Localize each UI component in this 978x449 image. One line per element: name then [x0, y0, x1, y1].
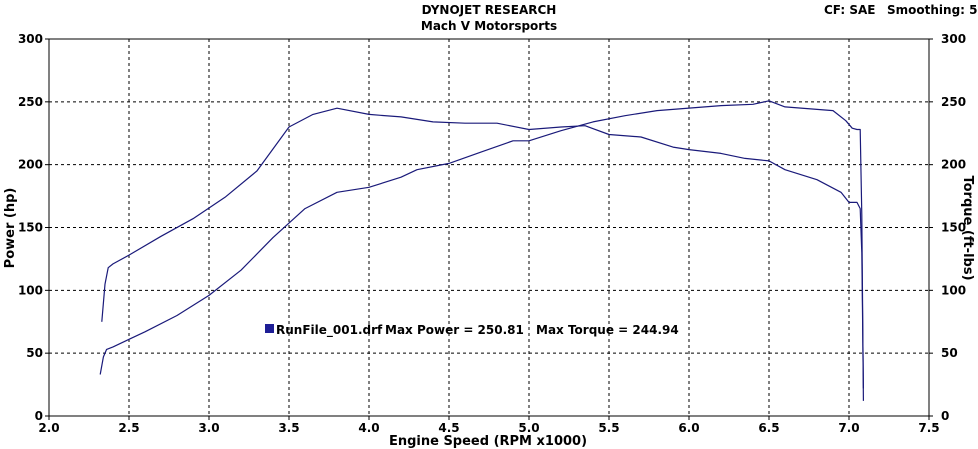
series-line-1	[99, 100, 864, 401]
y-tick-label-right: 300	[941, 32, 966, 46]
y-axis-title-right: Torque (ft-lbs)	[960, 175, 975, 280]
y-tick-labels-left: 0 50 100 150 200 250 300	[18, 32, 49, 423]
y-axis-title-left: Power (hp)	[3, 188, 18, 269]
y-tick-label-left: 150	[18, 221, 43, 235]
x-tick-label: 6.0	[678, 421, 699, 435]
y-tick-label-right: 50	[941, 346, 958, 360]
series-layer	[99, 100, 864, 401]
x-tick-label: 4.5	[438, 421, 459, 435]
grid-layer	[49, 39, 929, 416]
x-tick-label: 5.5	[598, 421, 619, 435]
y-tick-label-right: 100	[941, 283, 966, 297]
chart-subtitle: Mach V Motorsports	[420, 19, 558, 33]
legend-max-torque: Max Torque = 244.94	[536, 323, 679, 337]
legend-max-power: Max Power = 250.81	[385, 323, 524, 337]
x-tick-label: 2.5	[118, 421, 139, 435]
y-tick-label-right: 250	[941, 95, 966, 109]
x-axis-title: Engine Speed (RPM x1000)	[389, 434, 587, 449]
y-tick-label-left: 200	[18, 158, 43, 172]
x-tick-label: 6.5	[758, 421, 779, 435]
x-tick-label: 4.0	[358, 421, 379, 435]
y-tick-label-right: 150	[941, 221, 966, 235]
x-tick-label: 5.0	[518, 421, 539, 435]
chart-title: DYNOJET RESEARCH	[421, 3, 557, 17]
y-tick-labels-right: 0 50 100 150 200 250 300	[929, 32, 966, 423]
y-tick-label-right: 200	[941, 158, 966, 172]
y-tick-label-right: 0	[941, 409, 949, 423]
series-line-2	[101, 107, 864, 389]
x-tick-label: 3.5	[278, 421, 299, 435]
x-tick-labels: 2.0 2.5 3.0 3.5 4.0 4.5 5.0 5.5 6.0 6.5 7.0 7.5	[38, 416, 940, 435]
cf-label: CF: SAE	[824, 3, 876, 17]
y-tick-label-left: 100	[18, 283, 43, 297]
x-tick-label: 7.5	[918, 421, 939, 435]
x-tick-label: 2.0	[38, 421, 59, 435]
y-tick-label-left: 250	[18, 95, 43, 109]
legend-swatch	[265, 324, 274, 333]
legend-run-file: RunFile_001.drf	[276, 323, 383, 338]
x-tick-label: 3.0	[198, 421, 219, 435]
legend: RunFile_001.drf Max Power = 250.81 Max T…	[265, 323, 679, 338]
smoothing-label: Smoothing: 5	[887, 3, 978, 17]
x-tick-label: 7.0	[838, 421, 859, 435]
y-tick-label-left: 50	[26, 346, 43, 360]
y-tick-label-left: 300	[18, 32, 43, 46]
y-tick-label-left: 0	[35, 409, 43, 423]
